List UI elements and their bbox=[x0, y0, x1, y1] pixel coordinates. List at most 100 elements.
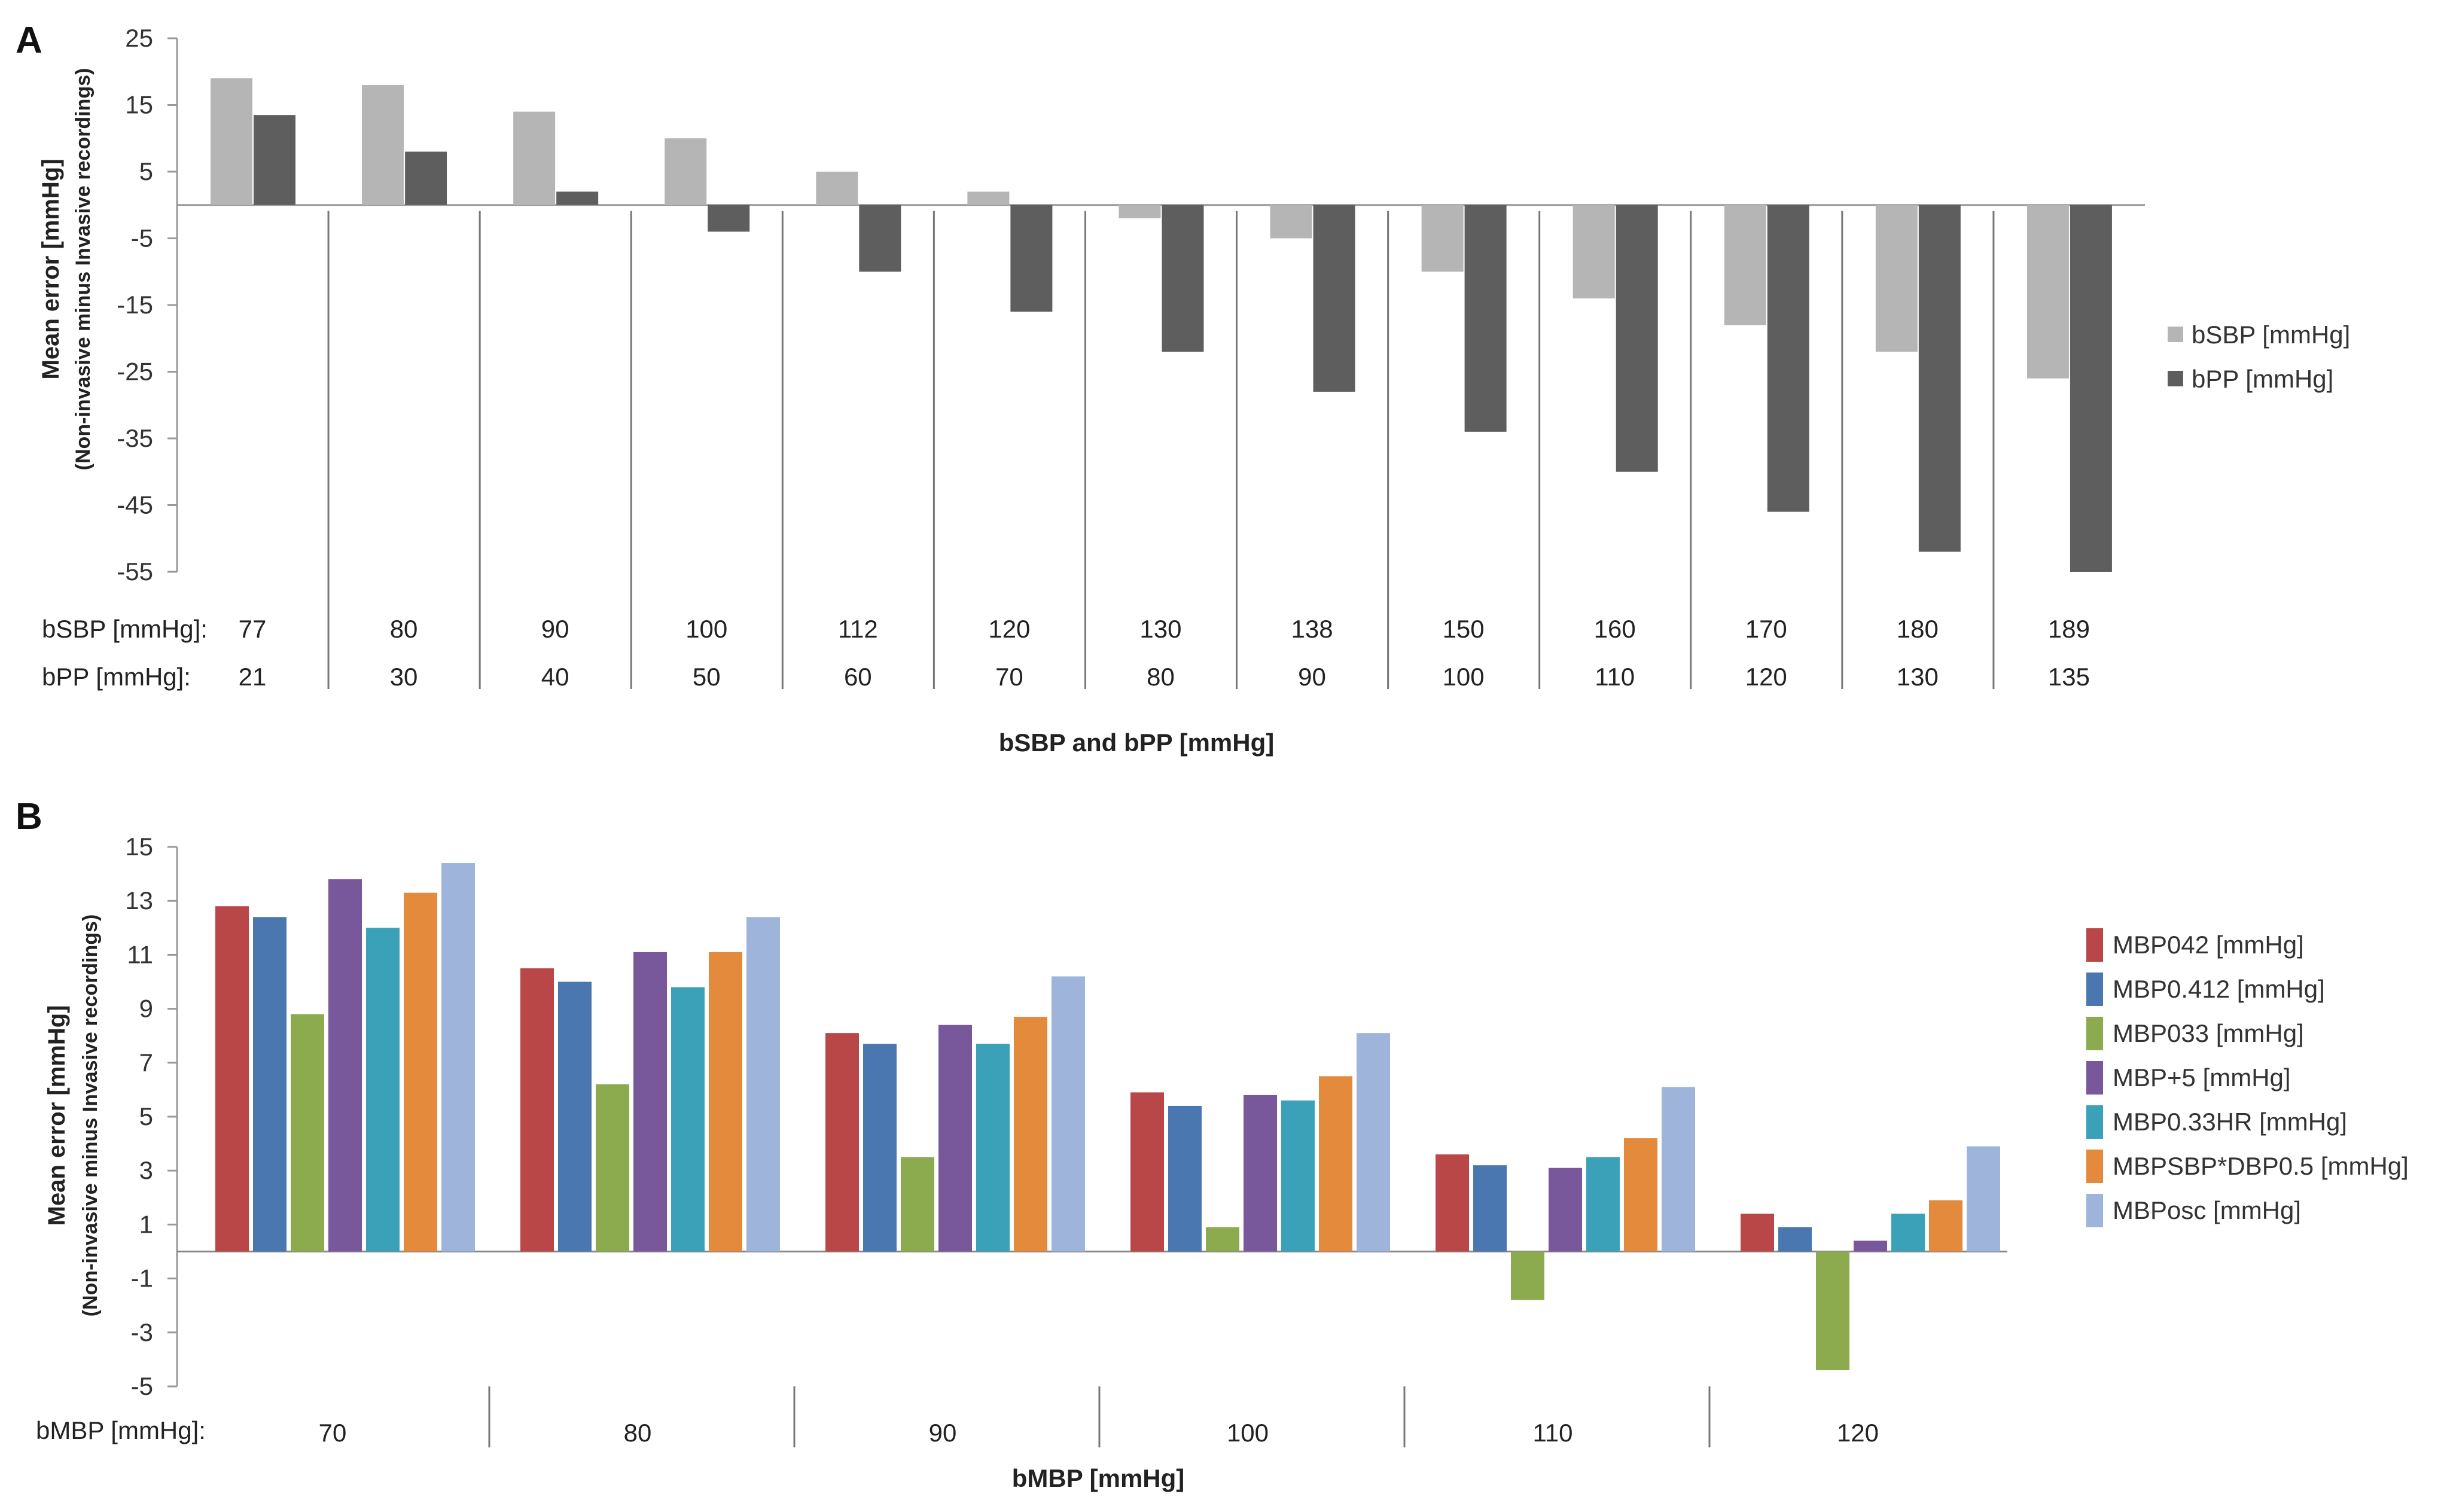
legend-label-mbpsbp: MBPSBP*DBP0.5 [mmHg] bbox=[2113, 1152, 2409, 1180]
category-label-bpp: 130 bbox=[1897, 663, 1939, 691]
bar-mbp033 bbox=[1511, 1251, 1544, 1300]
category-label-bpp: 50 bbox=[693, 663, 721, 691]
legend-swatch-mbp5 bbox=[2086, 1061, 2103, 1095]
panel-a: A Mean error [mmHg] (Non-invasive minus … bbox=[16, 20, 2350, 757]
bar-bpp bbox=[254, 115, 295, 205]
category-label: 110 bbox=[1533, 1419, 1573, 1447]
bar-mbp033hr bbox=[366, 928, 400, 1252]
category-label-bsbp: 138 bbox=[1291, 615, 1333, 643]
panel-b-legend: MBP042 [mmHg] MBP0.412 [mmHg] MBP033 [mmHg… bbox=[2086, 928, 2409, 1227]
bar-bpp bbox=[1616, 205, 1658, 472]
panel-b: B Mean error [mmHg] (Non-invasive minus … bbox=[16, 796, 2409, 1492]
bar-bsbp bbox=[816, 172, 858, 205]
category-label-bsbp: 77 bbox=[239, 615, 267, 643]
y-tick-label: 25 bbox=[125, 24, 153, 52]
bar-bpp bbox=[1010, 205, 1053, 312]
bar-mbposc bbox=[746, 917, 780, 1252]
bar-mbp0412 bbox=[1168, 1105, 1202, 1252]
category-label-bsbp: 100 bbox=[685, 615, 727, 643]
category-label-bsbp: 160 bbox=[1594, 615, 1636, 643]
category-label-bpp: 70 bbox=[995, 663, 1023, 691]
legend-label-bpp: bPP [mmHg] bbox=[2192, 365, 2333, 393]
bar-mbp5 bbox=[938, 1025, 972, 1252]
panel-a-row-label-bpp: bPP [mmHg]: bbox=[42, 663, 191, 691]
bar-mbp033 bbox=[1206, 1227, 1239, 1252]
bar-bpp bbox=[1767, 205, 1809, 512]
panel-b-bars bbox=[215, 863, 2000, 1370]
panel-a-bars bbox=[211, 78, 2112, 572]
legend-swatch-bsbp bbox=[2168, 327, 2183, 342]
legend-label-mbp042: MBP042 [mmHg] bbox=[2113, 931, 2304, 959]
panel-b-ylabel-sub: (Non-invasive minus Invasive recordings) bbox=[79, 914, 102, 1317]
bar-mbp5 bbox=[1549, 1167, 1582, 1252]
bar-mbp0412 bbox=[1473, 1165, 1507, 1252]
category-label: 90 bbox=[929, 1419, 957, 1447]
category-label-bsbp: 90 bbox=[541, 615, 569, 643]
bar-bpp bbox=[2070, 205, 2112, 572]
bar-mbp5 bbox=[1854, 1240, 1887, 1252]
bar-bpp bbox=[405, 151, 447, 205]
bar-bsbp bbox=[1119, 205, 1161, 219]
y-tick-label: -25 bbox=[117, 358, 153, 386]
bar-mbp0412 bbox=[1778, 1227, 1812, 1252]
panel-a-ylabel: Mean error [mmHg] bbox=[38, 159, 64, 380]
category-label: 70 bbox=[319, 1419, 347, 1447]
bar-bsbp bbox=[1270, 205, 1312, 239]
bar-mbpsbp bbox=[709, 952, 742, 1252]
panel-b-x-axis-title: bMBP [mmHg] bbox=[1012, 1464, 1185, 1492]
bar-bpp bbox=[1918, 205, 1961, 552]
bar-bsbp bbox=[211, 78, 252, 205]
panel-a-x-axis-title: bSBP and bPP [mmHg] bbox=[999, 728, 1275, 757]
bar-mbp033hr bbox=[1586, 1157, 1620, 1252]
legend-swatch-mbp033 bbox=[2086, 1017, 2103, 1050]
legend-swatch-mbp042 bbox=[2086, 928, 2103, 962]
y-tick-label: 7 bbox=[139, 1048, 153, 1077]
bar-mbp033hr bbox=[1281, 1100, 1315, 1252]
panel-b-ylabel-main: Mean error [mmHg] bbox=[44, 1005, 70, 1226]
category-label-bpp: 110 bbox=[1595, 663, 1635, 691]
bar-mbp5 bbox=[328, 879, 362, 1252]
panel-b-dividers bbox=[488, 1386, 1711, 1447]
legend-label-mbp033: MBP033 [mmHg] bbox=[2113, 1019, 2304, 1047]
category-label-bsbp: 150 bbox=[1443, 615, 1485, 643]
bar-mbposc bbox=[1052, 976, 1085, 1252]
bar-mbp0412 bbox=[863, 1044, 897, 1252]
legend-swatch-mbpsbp bbox=[2086, 1150, 2103, 1183]
panel-a-ylabel-main: Mean error [mmHg] bbox=[38, 159, 64, 380]
y-tick-label: -1 bbox=[131, 1264, 153, 1292]
bar-mbp042 bbox=[1741, 1214, 1774, 1252]
bar-bsbp bbox=[967, 191, 1010, 205]
bar-mbp033 bbox=[596, 1084, 629, 1252]
legend-label-mbposc: MBPosc [mmHg] bbox=[2113, 1196, 2301, 1224]
y-tick-label: 3 bbox=[139, 1156, 153, 1184]
y-tick-label: -35 bbox=[117, 424, 153, 452]
panel-b-category-labels: 70 80 90 100 110 120 bbox=[319, 1419, 1879, 1447]
bar-mbpsbp bbox=[1624, 1138, 1657, 1252]
bar-bpp bbox=[859, 205, 901, 272]
bar-bpp bbox=[1464, 205, 1507, 432]
bar-bsbp bbox=[362, 85, 404, 205]
bar-bsbp bbox=[1875, 205, 1918, 352]
bar-mbposc bbox=[1967, 1146, 2000, 1252]
category-label-bsbp: 112 bbox=[838, 615, 878, 643]
bar-mbp033 bbox=[1816, 1251, 1849, 1370]
y-tick-label: -5 bbox=[131, 224, 153, 252]
legend-label-mbp5: MBP+5 [mmHg] bbox=[2113, 1063, 2291, 1092]
y-tick-label: -3 bbox=[131, 1318, 153, 1346]
category-label: 100 bbox=[1227, 1419, 1269, 1447]
bar-bsbp bbox=[1724, 205, 1766, 325]
bar-bsbp bbox=[1421, 205, 1464, 272]
bar-mbp033hr bbox=[1891, 1214, 1925, 1252]
bar-bpp bbox=[1162, 205, 1204, 352]
category-label-bpp: 100 bbox=[1443, 663, 1485, 691]
bar-mbp0412 bbox=[558, 981, 592, 1252]
legend-swatch-mbposc bbox=[2086, 1194, 2103, 1227]
bar-mbp033hr bbox=[671, 987, 705, 1252]
bar-bsbp bbox=[665, 138, 707, 205]
y-tick-label: 15 bbox=[125, 91, 153, 119]
bar-mbp0412 bbox=[253, 917, 287, 1252]
y-tick-label: -55 bbox=[117, 557, 153, 586]
bar-mbpsbp bbox=[1014, 1017, 1047, 1252]
y-tick-label: 11 bbox=[127, 940, 153, 968]
